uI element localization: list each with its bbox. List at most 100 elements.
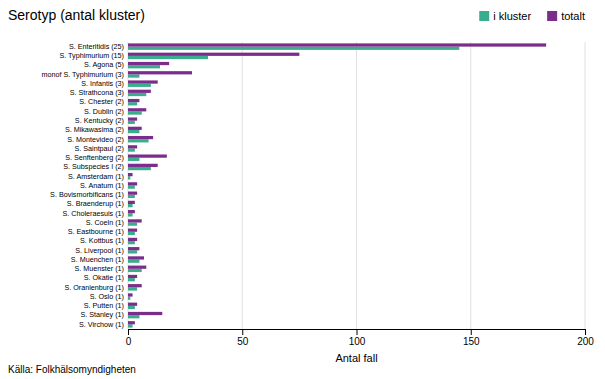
bar — [128, 84, 151, 87]
bar — [128, 90, 151, 93]
x-tick-mark — [357, 329, 358, 335]
bar — [128, 173, 133, 176]
y-tick-label: S. Senftenberg (2) — [65, 153, 124, 162]
bar — [128, 210, 135, 213]
legend-item: totalt — [547, 10, 585, 22]
y-tick-label: S. Muenchen (1) — [71, 255, 124, 264]
x-tick: 50 — [237, 329, 249, 347]
y-tick-label: S. Strathcona (3) — [70, 88, 124, 97]
series-1 — [128, 43, 546, 324]
y-tick: S. Oslo (1) — [90, 292, 124, 301]
y-tick: S. Eastbourne (1) — [68, 227, 124, 236]
bar — [128, 186, 135, 189]
x-tick-label: 100 — [349, 336, 366, 347]
x-tick: 0 — [126, 329, 132, 347]
y-tick-label: S. Braenderup (1) — [67, 199, 124, 208]
y-tick: S. Mikawasima (2) — [65, 125, 124, 134]
y-tick-label: S. Virchow (1) — [79, 320, 124, 329]
bar — [128, 223, 137, 226]
bar — [128, 176, 130, 179]
bar — [128, 250, 137, 253]
y-tick-label: S. Enteritidis (25) — [69, 42, 124, 51]
y-tick: S. Stanley (1) — [80, 310, 124, 319]
x-tick-mark — [585, 329, 586, 335]
bar — [128, 204, 133, 207]
bar — [128, 145, 137, 148]
bar — [128, 256, 144, 259]
y-tick-label: S. Infantis (3) — [81, 79, 124, 88]
bar — [128, 260, 139, 263]
bar — [128, 192, 137, 195]
y-tick: S. Braenderup (1) — [67, 199, 124, 208]
y-tick-label: S. Kentucky (2) — [75, 116, 124, 125]
x-tick: 100 — [349, 329, 366, 347]
series-0 — [128, 47, 459, 328]
bar — [128, 158, 139, 161]
y-tick: S. Kentucky (2) — [75, 116, 124, 125]
x-axis-title: Antal fall — [335, 352, 377, 364]
y-tick-label: S. Oranienburg (1) — [64, 283, 124, 292]
bar — [128, 241, 135, 244]
legend: i klustertotalt — [479, 10, 585, 22]
y-tick-label: S. Muenster (1) — [74, 264, 124, 273]
grid-line — [585, 42, 586, 329]
bar — [128, 232, 135, 235]
bar — [128, 56, 208, 59]
bar — [128, 108, 146, 111]
y-tick-label: S. Typhimurium (15) — [59, 51, 124, 60]
bar — [128, 201, 135, 204]
y-tick: S. Dublin (2) — [84, 107, 124, 116]
bar — [128, 43, 546, 46]
y-tick-label: S. Subspecies I (2) — [63, 162, 124, 171]
y-tick: S. Bovismorbificans (1) — [50, 190, 124, 199]
y-tick: S. Muenchen (1) — [71, 255, 124, 264]
bar — [128, 306, 135, 309]
y-tick: S. Kottbus (1) — [80, 236, 124, 245]
bar — [128, 213, 133, 216]
bar — [128, 324, 133, 327]
y-tick-label: S. Coeln (1) — [86, 218, 124, 227]
y-tick-label: S. Dublin (2) — [84, 107, 124, 116]
grid-line — [470, 42, 471, 329]
bar — [128, 111, 142, 114]
y-tick: S. Subspecies I (2) — [63, 162, 124, 171]
x-tick-mark — [242, 329, 243, 335]
y-tick-label: S. Agona (5) — [84, 60, 124, 69]
bar — [128, 62, 169, 65]
bar — [128, 278, 135, 281]
bar — [128, 303, 137, 306]
y-tick-label: S. Putten (1) — [84, 301, 124, 310]
y-tick: S. Chester (2) — [79, 97, 124, 106]
bar — [128, 312, 162, 315]
bar — [128, 130, 139, 133]
bar — [128, 136, 153, 139]
bar — [128, 229, 137, 232]
bar — [128, 148, 135, 151]
y-tick: S. Infantis (3) — [81, 79, 124, 88]
x-tick-label: 50 — [237, 336, 249, 347]
y-tick: S. Oranienburg (1) — [64, 283, 124, 292]
bar — [128, 80, 158, 83]
bar — [128, 266, 146, 269]
y-tick: S. Muenster (1) — [74, 264, 124, 273]
bar — [128, 238, 137, 241]
legend-swatch — [547, 11, 557, 21]
x-axis: 050100150200 — [126, 329, 595, 347]
y-tick-label: S. Stanley (1) — [80, 310, 124, 319]
y-tick-label: S. Amsterdam (1) — [68, 172, 124, 181]
grid-line — [242, 42, 243, 329]
y-tick: S. Choleraesuis (1) — [62, 209, 124, 218]
y-tick: S. Agona (5) — [84, 60, 124, 69]
y-tick: S. Enteritidis (25) — [69, 42, 124, 51]
bar — [128, 219, 142, 222]
y-tick-label: S. Okatie (1) — [84, 273, 124, 282]
bar — [128, 195, 135, 198]
bar — [128, 99, 139, 102]
y-tick: S. Typhimurium (15) — [59, 51, 124, 60]
y-tick: S. Virchow (1) — [79, 320, 124, 329]
bar — [128, 275, 137, 278]
bar — [128, 167, 151, 170]
legend-swatch — [479, 11, 489, 21]
y-tick: monof S. Typhimurium (3) — [41, 70, 124, 79]
bar — [128, 321, 135, 324]
